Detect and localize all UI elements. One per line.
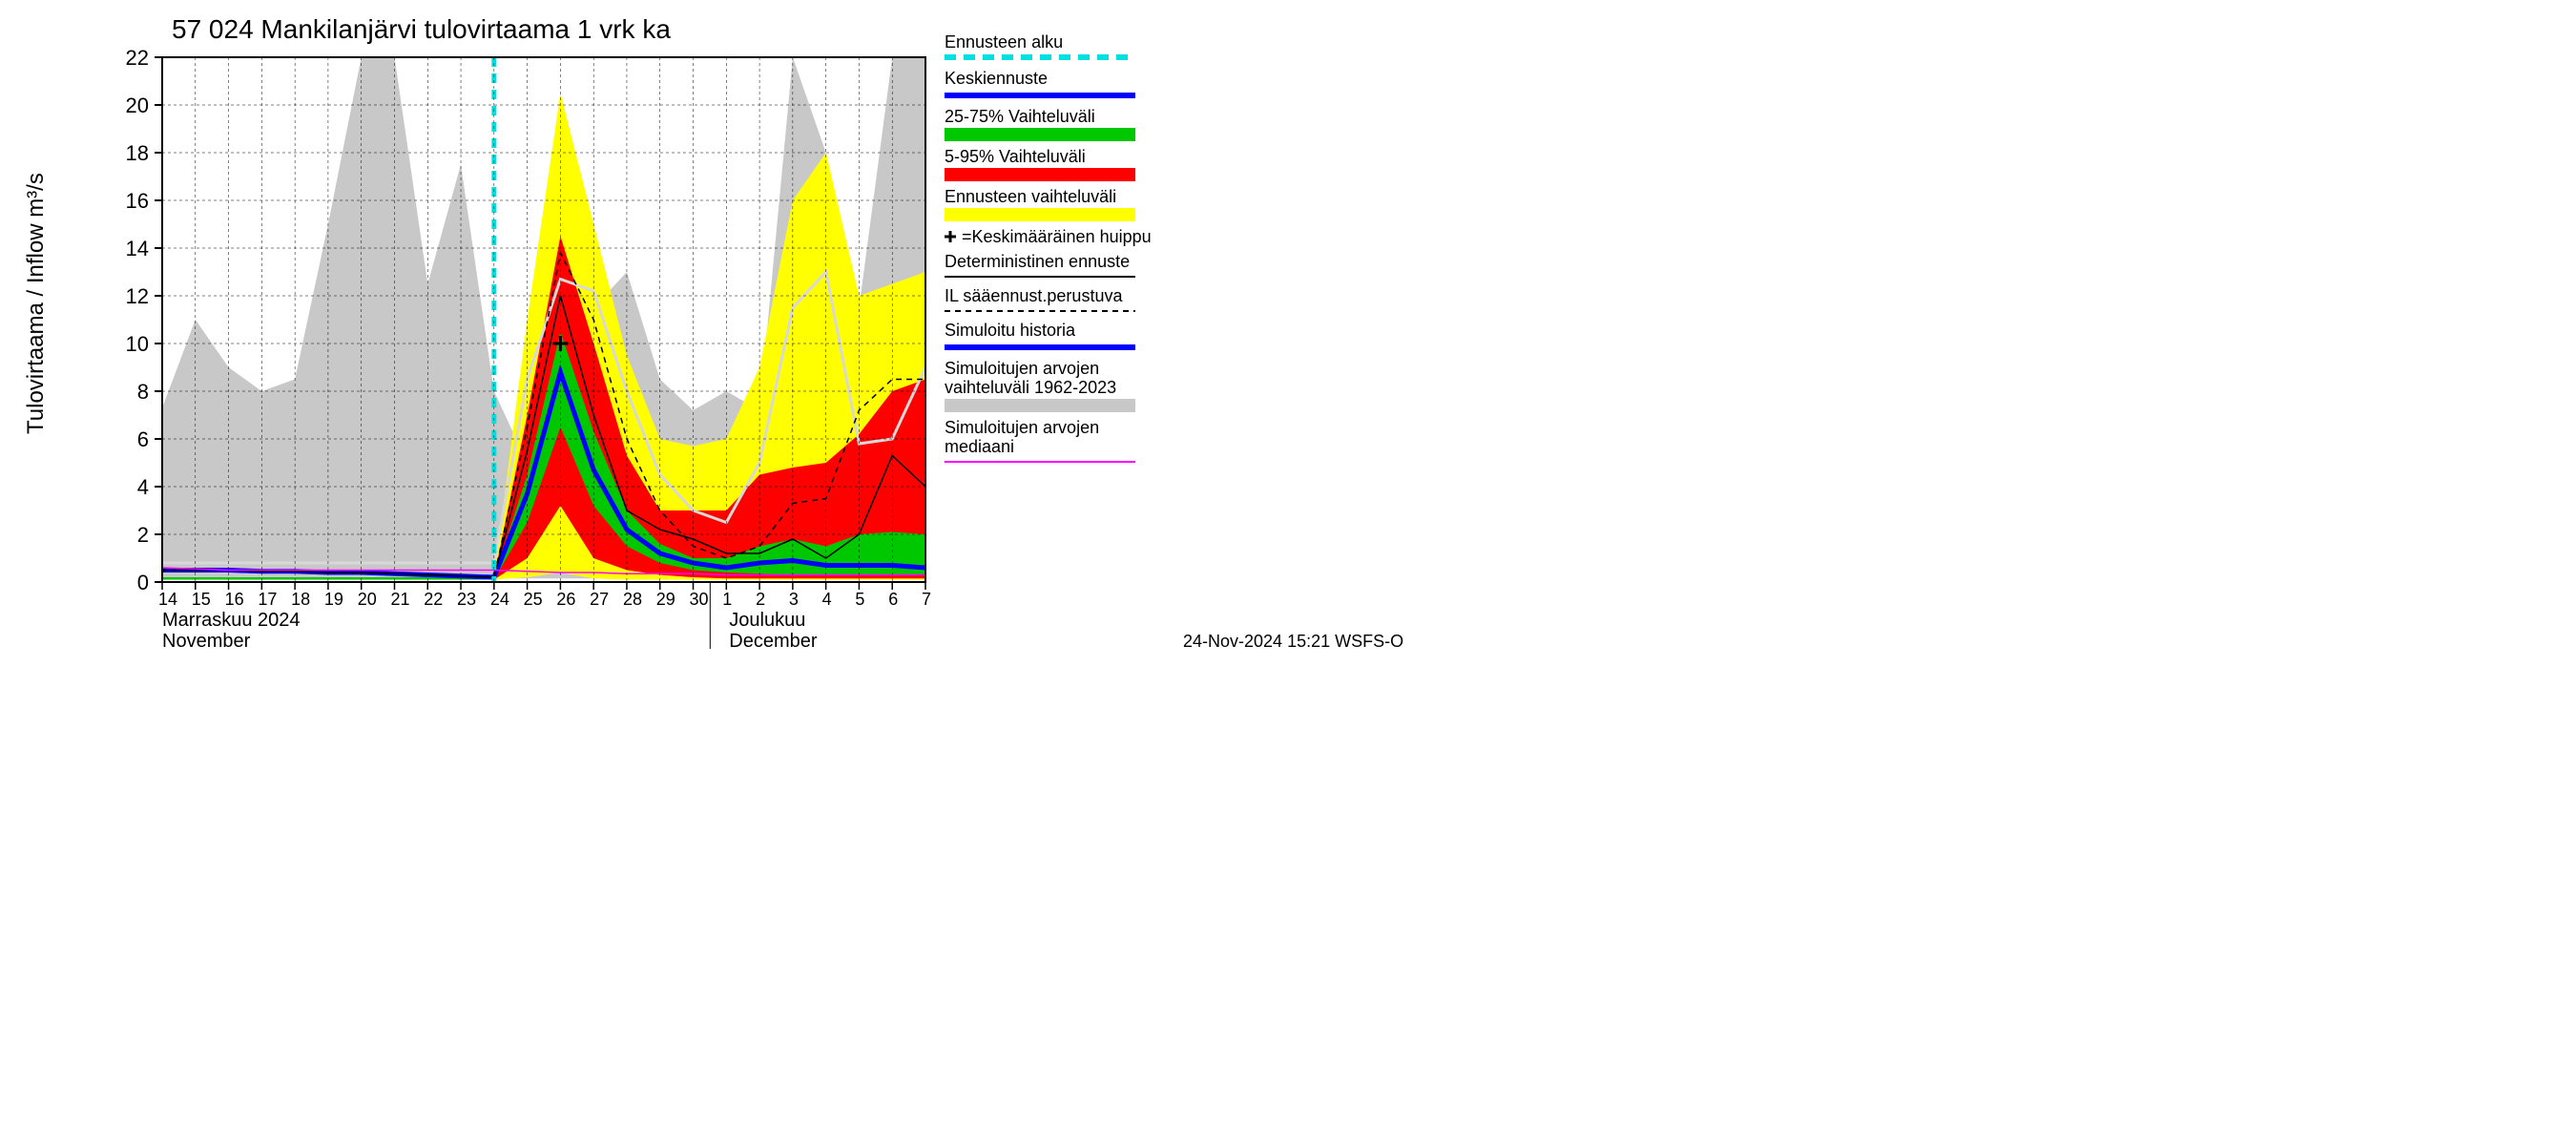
x-tick-label: 24 [490, 590, 509, 609]
month-label-2-fi: Joulukuu [729, 610, 805, 631]
x-tick-label: 15 [192, 590, 211, 609]
y-axis-label: Tulovirtaama / Inflow m³/s [23, 173, 49, 434]
hydrograph-chart: 0246810121416182022141516171819202122232… [0, 0, 1431, 649]
legend-label-peak: =Keskimääräinen huippu [962, 227, 1152, 246]
legend-swatch-p90 [945, 168, 1135, 181]
chart-container: 0246810121416182022141516171819202122232… [0, 0, 1431, 649]
legend: Ennusteen alku Keskiennuste 25-75% Vaihtel… [945, 32, 1152, 462]
x-tick-label: 16 [225, 590, 244, 609]
x-tick-label: 26 [556, 590, 575, 609]
chart-title: 57 024 Mankilanjärvi tulovirtaama 1 vrk … [172, 14, 671, 44]
x-tick-label: 25 [524, 590, 543, 609]
x-tick-label: 20 [358, 590, 377, 609]
y-tick-label: 2 [137, 523, 149, 547]
x-tick-label: 23 [457, 590, 476, 609]
legend-label-sim_history: Simuloitu historia [945, 321, 1076, 340]
y-tick-label: 4 [137, 475, 149, 499]
x-tick-label: 19 [324, 590, 343, 609]
y-tick-label: 16 [126, 189, 149, 213]
month-label-1-fi: Marraskuu 2024 [162, 610, 301, 631]
y-tick-label: 18 [126, 141, 149, 165]
x-tick-label: 22 [424, 590, 443, 609]
legend-label-central: Keskiennuste [945, 69, 1048, 88]
legend-label-p90: 5-95% Vaihteluväli [945, 147, 1086, 166]
y-tick-label: 6 [137, 427, 149, 451]
y-tick-label: 0 [137, 571, 149, 594]
y-tick-label: 10 [126, 332, 149, 356]
legend-label-deterministic: Deterministinen ennuste [945, 252, 1130, 271]
y-tick-label: 8 [137, 380, 149, 404]
x-tick-label: 7 [922, 590, 931, 609]
y-tick-label: 14 [126, 237, 149, 260]
legend-label-iqr: 25-75% Vaihteluväli [945, 107, 1095, 126]
x-tick-label: 4 [822, 590, 832, 609]
x-tick-label: 27 [590, 590, 609, 609]
x-tick-label: 30 [690, 590, 709, 609]
x-tick-label: 2 [756, 590, 765, 609]
legend-label-forecast_start: Ennusteen alku [945, 32, 1063, 52]
month-label-2-en: December [729, 631, 818, 649]
legend-label-full_range: Ennusteen vaihteluväli [945, 187, 1116, 206]
x-tick-label: 29 [656, 590, 675, 609]
svg-text:vaihteluväli 1962-2023: vaihteluväli 1962-2023 [945, 378, 1116, 397]
legend-swatch-full_range [945, 208, 1135, 221]
x-tick-label: 14 [158, 590, 177, 609]
x-tick-label: 3 [789, 590, 799, 609]
y-tick-label: 12 [126, 284, 149, 308]
legend-swatch-hist_range [945, 399, 1135, 412]
legend-label-hist_range: Simuloitujen arvojen [945, 359, 1099, 378]
y-tick-label: 20 [126, 94, 149, 117]
x-tick-label: 21 [390, 590, 409, 609]
legend-label-il_weather: IL sääennust.perustuva [945, 286, 1123, 305]
x-tick-label: 28 [623, 590, 642, 609]
x-tick-label: 6 [888, 590, 898, 609]
y-tick-label: 22 [126, 46, 149, 70]
svg-text:mediaani: mediaani [945, 437, 1014, 456]
legend-label-hist_median: Simuloitujen arvojen [945, 418, 1099, 437]
month-label-1-en: November [162, 631, 251, 649]
legend-swatch-iqr [945, 128, 1135, 141]
x-tick-label: 5 [855, 590, 864, 609]
x-tick-label: 17 [258, 590, 277, 609]
timestamp-label: 24-Nov-2024 15:21 WSFS-O [1183, 632, 1403, 649]
x-tick-label: 1 [722, 590, 732, 609]
x-tick-label: 18 [291, 590, 310, 609]
